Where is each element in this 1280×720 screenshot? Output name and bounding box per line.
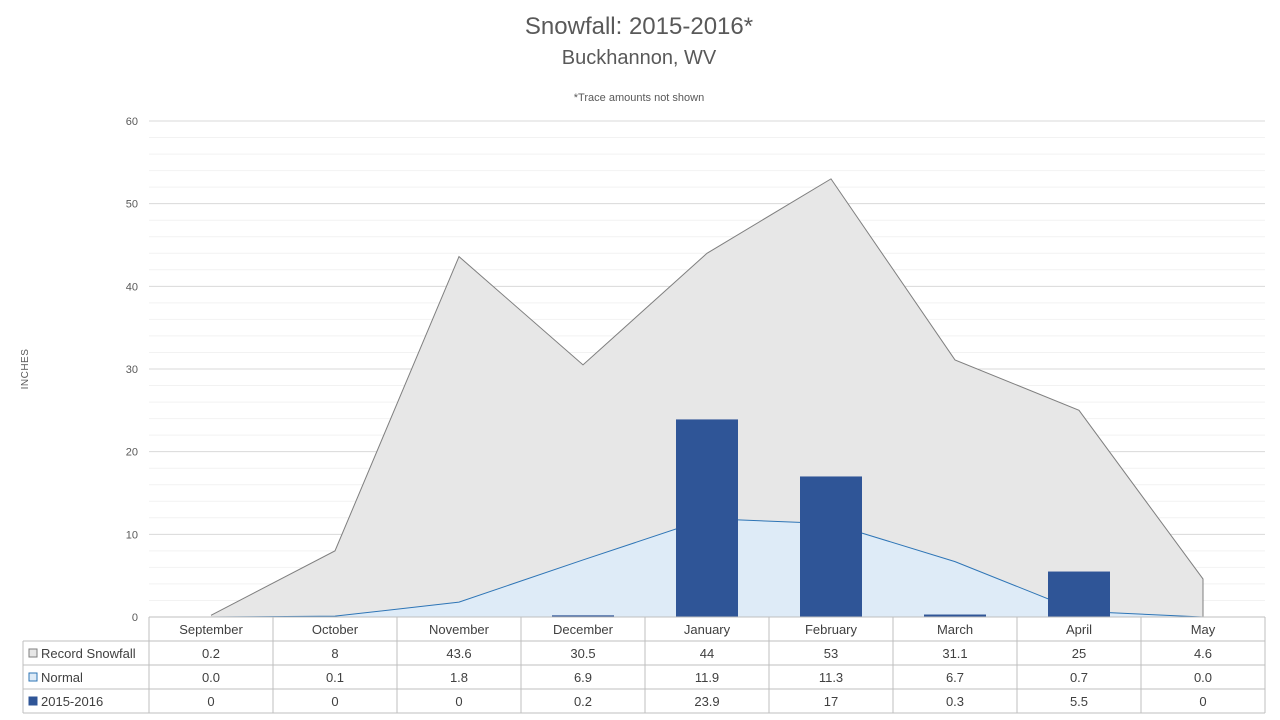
legend-key xyxy=(28,672,38,682)
y-tick-label: 0 xyxy=(132,612,138,624)
x-tick-label: December xyxy=(553,622,614,637)
bar-2015-2016 xyxy=(1048,571,1110,617)
data-label: 31.1 xyxy=(942,646,967,661)
bar-series xyxy=(552,419,1110,617)
data-label: 23.9 xyxy=(694,694,719,709)
y-tick-label: 40 xyxy=(126,281,138,293)
x-tick-label: May xyxy=(1191,622,1216,637)
y-tick-label: 50 xyxy=(126,199,138,211)
data-label: 0 xyxy=(207,694,214,709)
data-label: 0.2 xyxy=(574,694,592,709)
data-label: 11.3 xyxy=(819,670,843,685)
data-label: 44 xyxy=(700,646,714,661)
x-tick-label: January xyxy=(684,622,731,637)
data-label: 0.3 xyxy=(946,694,964,709)
bar-2015-2016 xyxy=(924,614,986,617)
y-tick-label: 60 xyxy=(126,116,138,128)
legend-label: Normal xyxy=(41,670,83,685)
data-label: 30.5 xyxy=(570,646,595,661)
chart-subtitle: Buckhannon, WV xyxy=(562,47,717,69)
data-label: 1.8 xyxy=(450,670,468,685)
data-label: 0.7 xyxy=(1070,670,1088,685)
y-tick-label: 10 xyxy=(126,529,138,541)
data-label: 11.9 xyxy=(695,670,719,685)
data-label: 0 xyxy=(1199,694,1206,709)
bar-2015-2016 xyxy=(800,476,862,617)
x-tick-label: April xyxy=(1066,622,1092,637)
data-label: 6.9 xyxy=(574,670,592,685)
area-record-snowfall xyxy=(211,178,1203,617)
y-tick-label: 20 xyxy=(126,447,138,459)
bar-2015-2016 xyxy=(676,419,738,617)
x-tick-label: March xyxy=(937,622,973,637)
data-label: 6.7 xyxy=(946,670,964,685)
bar-2015-2016 xyxy=(552,615,614,617)
data-label: 53 xyxy=(824,646,838,661)
legend-label: 2015-2016 xyxy=(41,694,103,709)
data-label: 5.5 xyxy=(1070,694,1088,709)
chart-note: *Trace amounts not shown xyxy=(574,92,704,104)
area-outline-record-snowfall xyxy=(210,178,1204,617)
data-label: 43.6 xyxy=(446,646,471,661)
legend-key xyxy=(28,648,38,658)
x-tick-label: November xyxy=(429,622,490,637)
data-label: 0 xyxy=(331,694,338,709)
x-tick-label: October xyxy=(312,622,359,637)
data-label: 0.1 xyxy=(326,670,344,685)
x-tick-label: September xyxy=(179,622,243,637)
y-axis-label: INCHES xyxy=(20,349,31,390)
data-label: 0.2 xyxy=(202,646,220,661)
data-label: 0.0 xyxy=(1194,670,1212,685)
legend-key xyxy=(28,696,38,706)
chart-title: Snowfall: 2015-2016* xyxy=(525,13,753,40)
data-table: September October November December January F… xyxy=(22,616,1266,714)
data-label: 4.6 xyxy=(1194,646,1212,661)
data-label: 17 xyxy=(824,694,838,709)
y-axis-ticks: 0 10 20 30 40 50 60 xyxy=(126,116,138,624)
data-label: 8 xyxy=(331,646,338,661)
data-label: 0.0 xyxy=(202,670,220,685)
x-tick-label: February xyxy=(805,622,858,637)
data-label: 0 xyxy=(455,694,462,709)
legend-label: Record Snowfall xyxy=(41,646,136,661)
y-tick-label: 30 xyxy=(126,364,138,376)
data-label: 25 xyxy=(1072,646,1086,661)
